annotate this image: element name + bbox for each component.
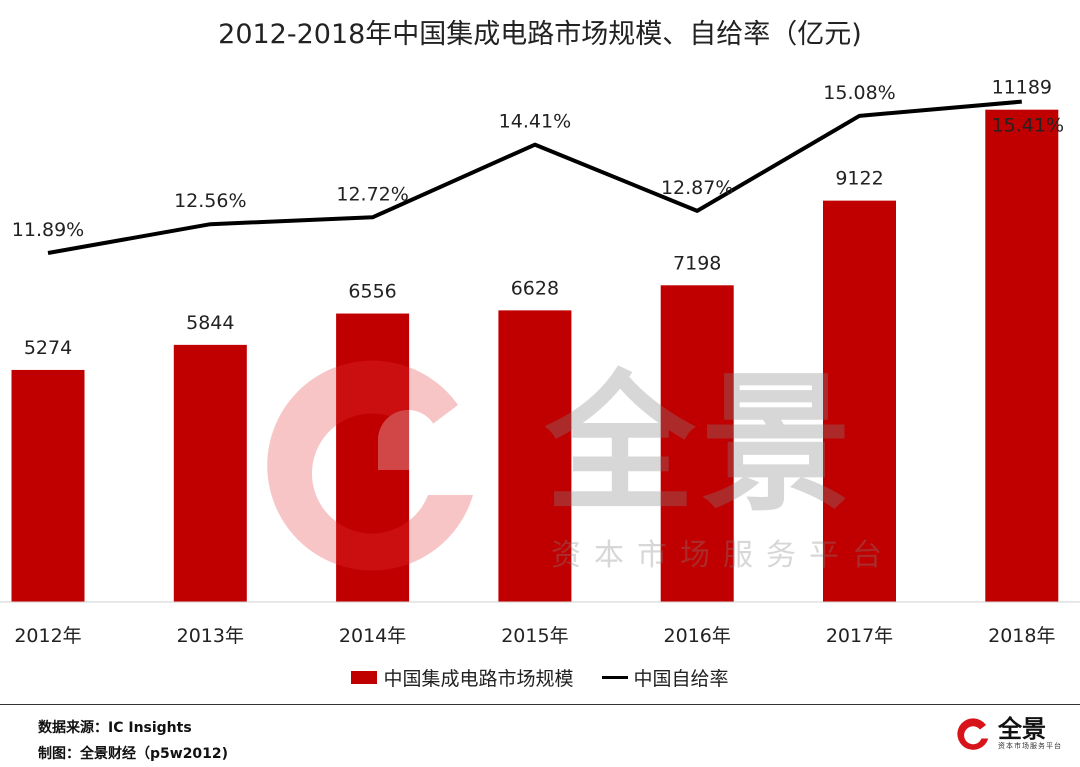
line-label-6: 15.41% xyxy=(992,115,1064,137)
bar-1 xyxy=(173,344,247,602)
x-tick-4: 2016年 xyxy=(664,625,731,647)
legend-swatch-line xyxy=(601,676,628,679)
bar-4 xyxy=(660,285,734,602)
bar-series xyxy=(11,109,1059,603)
bar-3 xyxy=(498,310,572,602)
legend-item-self-sufficiency: 中国自给率 xyxy=(601,664,729,691)
line-label-5: 15.08% xyxy=(823,82,895,104)
line-label-3: 14.41% xyxy=(499,111,571,133)
bar-5 xyxy=(823,200,896,602)
legend-swatch-bar xyxy=(351,671,378,684)
x-axis-ticks: 2012年 2013年 2014年 2015年 2016年 2017年 2018年 xyxy=(14,625,1055,647)
line-label-1: 12.56% xyxy=(174,190,246,212)
watermark-subtitle: 资本市场服务平台 xyxy=(551,538,895,573)
brand-name: 全景 xyxy=(998,715,1046,743)
bar-6 xyxy=(985,109,1059,603)
line-label-0: 11.89% xyxy=(12,219,84,241)
self-sufficiency-line xyxy=(47,99,1022,255)
bar-label-6: 11189 xyxy=(992,77,1052,99)
bar-0 xyxy=(11,369,85,602)
chart-area: 5274 5844 6556 6628 7198 9122 11189 11.89% 12.5… xyxy=(0,77,1080,647)
legend: 中国集成电路市场规模 中国自给率 xyxy=(0,664,1080,691)
brand-logo: 全景 资本市场服务平台 xyxy=(954,716,1062,752)
x-tick-1: 2013年 xyxy=(177,625,244,647)
bar-label-4: 7198 xyxy=(673,252,721,274)
x-tick-3: 2015年 xyxy=(501,625,568,647)
x-tick-2: 2014年 xyxy=(339,625,406,647)
x-tick-0: 2012年 xyxy=(14,625,81,647)
bar-data-labels: 5274 5844 6556 6628 7198 9122 11189 xyxy=(24,77,1052,359)
x-tick-6: 2018年 xyxy=(988,625,1055,647)
x-tick-5: 2017年 xyxy=(826,625,893,647)
bar-label-3: 6628 xyxy=(511,277,559,299)
chart-title: 2012-2018年中国集成电路市场规模、自给率（亿元) xyxy=(218,19,862,50)
legend-label-market-size: 中国集成电路市场规模 xyxy=(383,668,574,690)
line-data-labels: 11.89% 12.56% 12.72% 14.41% 12.87% 15.08% 15.4… xyxy=(12,82,1064,241)
legend-label-self-sufficiency: 中国自给率 xyxy=(633,668,729,690)
brand-subtitle: 资本市场服务平台 xyxy=(998,742,1062,750)
data-source: 数据来源：IC Insights xyxy=(38,720,192,736)
chart-producer: 制图：全景财经（p5w2012) xyxy=(38,746,229,762)
line-label-2: 12.72% xyxy=(336,183,408,205)
bar-label-1: 5844 xyxy=(186,312,234,334)
bar-label-0: 5274 xyxy=(24,337,72,359)
watermark-text: 全景 xyxy=(545,358,858,532)
bar-label-2: 6556 xyxy=(348,281,396,303)
brand-logo-icon xyxy=(957,718,989,750)
bar-label-5: 9122 xyxy=(835,168,883,190)
footer-divider xyxy=(0,704,1080,705)
legend-item-market-size: 中国集成电路市场规模 xyxy=(351,664,574,691)
bar-2 xyxy=(336,313,410,602)
line-label-4: 12.87% xyxy=(661,177,733,199)
